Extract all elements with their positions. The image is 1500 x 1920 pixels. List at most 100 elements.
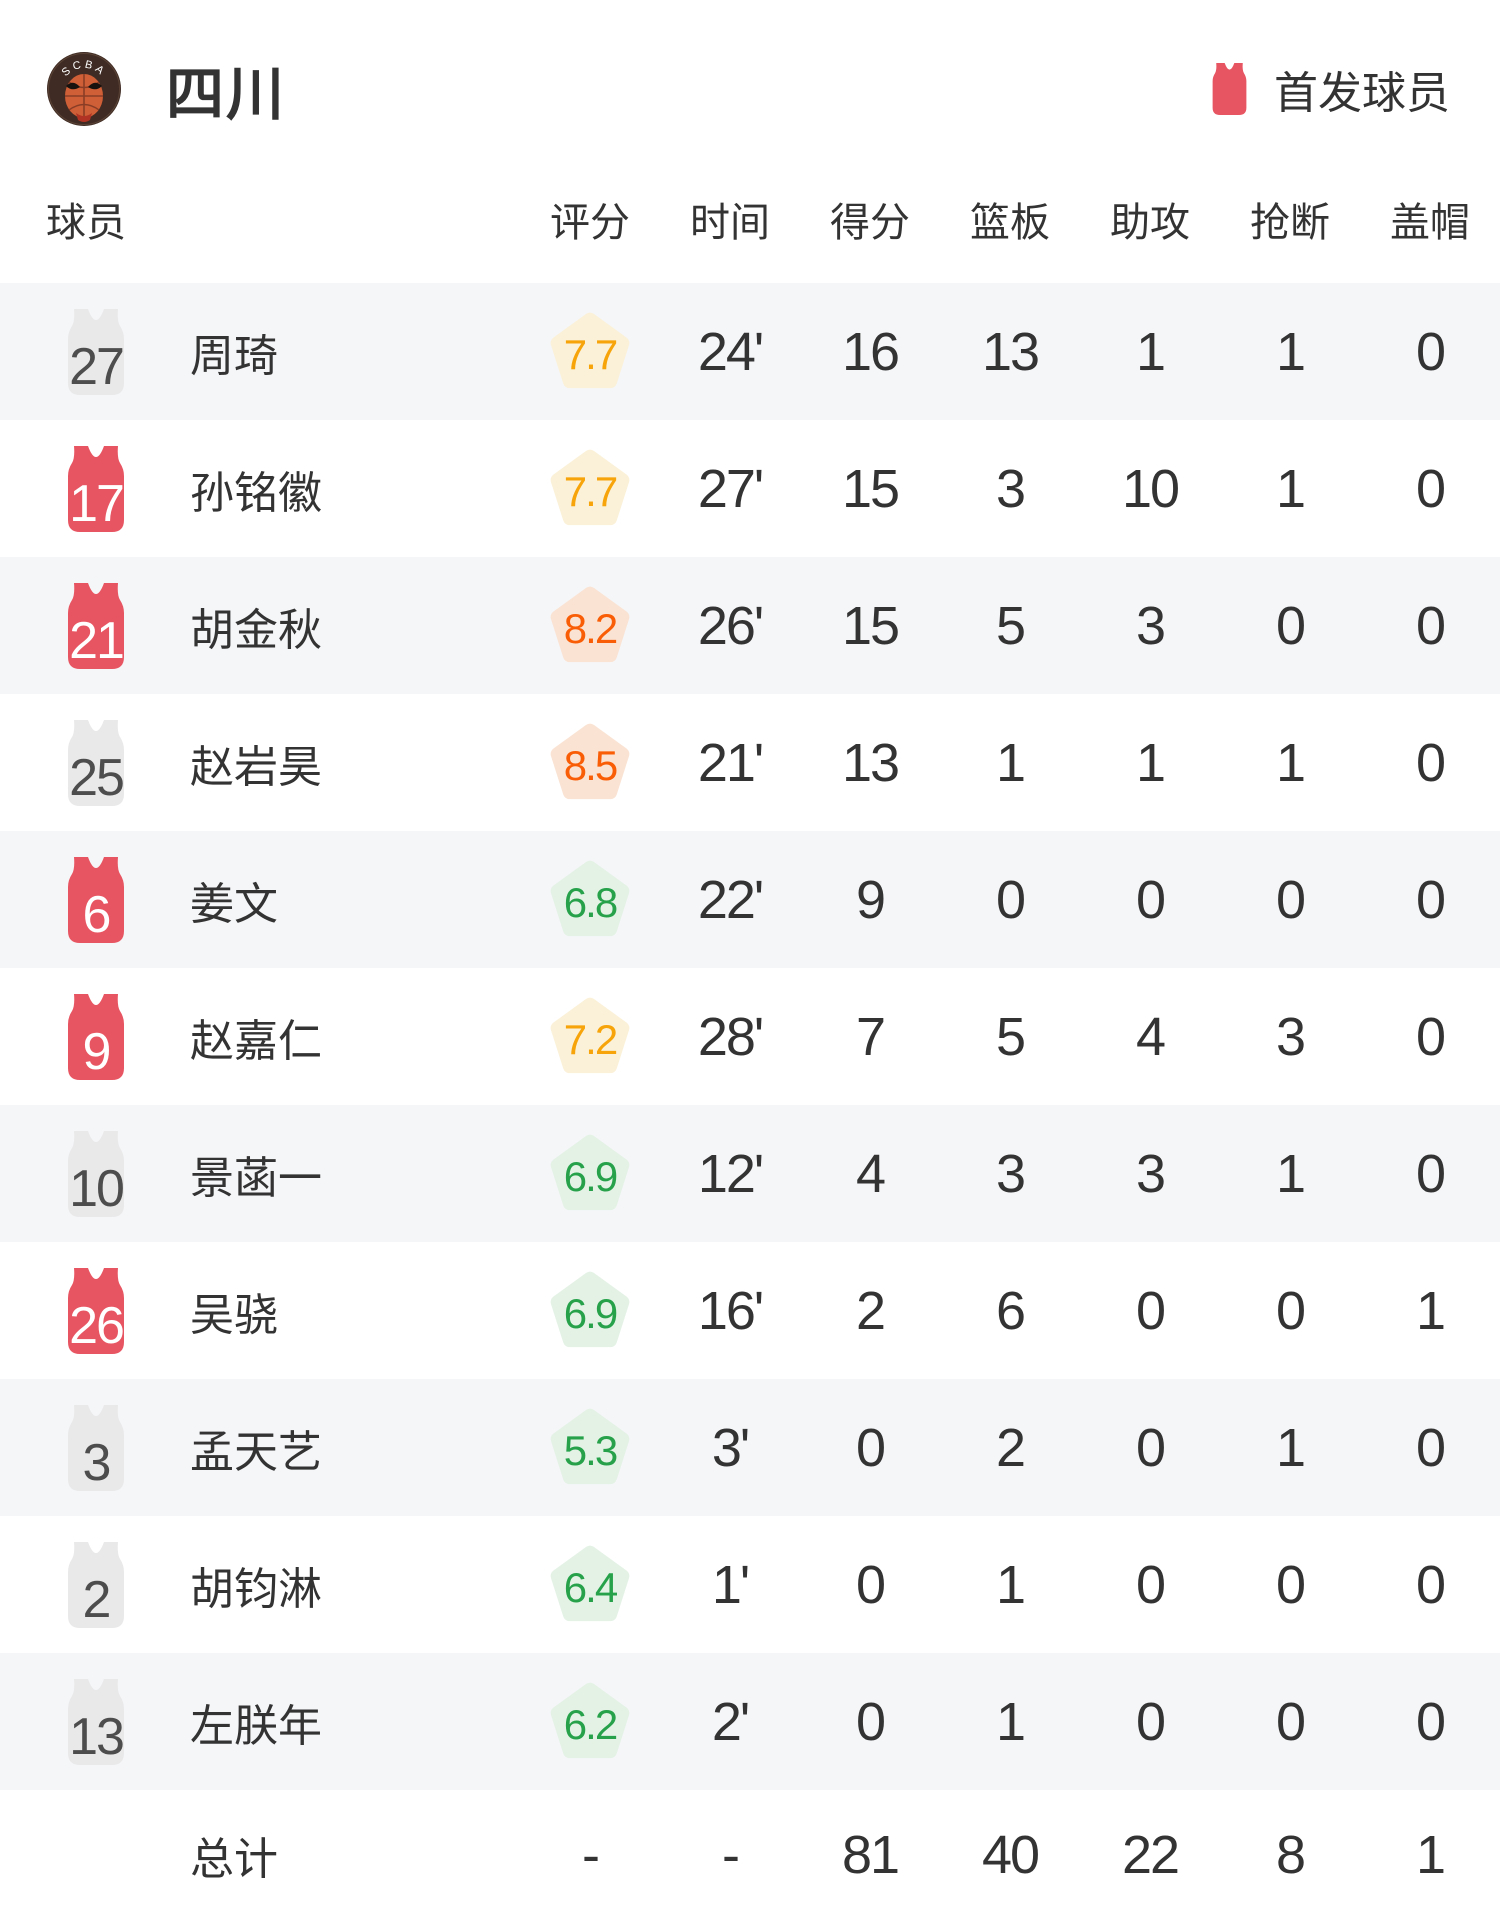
player-name: 孟天艺 xyxy=(190,1427,322,1477)
steals-cell: 1 xyxy=(1275,321,1306,382)
points-cell: 16 xyxy=(841,321,900,382)
jersey-number: 17 xyxy=(69,474,125,533)
column-header-player: 球员 xyxy=(46,201,126,245)
column-header-steals: 抢断 xyxy=(1250,201,1330,245)
jersey-icon: 25 xyxy=(62,719,130,807)
jersey-icon: 2 xyxy=(62,1541,130,1628)
steals-cell: 0 xyxy=(1275,1554,1306,1615)
rating-value: 5.3 xyxy=(563,1426,618,1474)
total-label-cell: 总计 xyxy=(0,1823,520,1887)
player-row[interactable]: 25 赵岩昊 8.5 21' 13 1 1 1 0 xyxy=(0,694,1500,831)
assists-cell: 1 xyxy=(1135,321,1166,382)
column-header-rebounds: 篮板 xyxy=(970,201,1050,245)
player-row[interactable]: 6 姜文 6.8 22' 9 0 0 0 0 xyxy=(0,831,1500,968)
rating-cell: 6.9 xyxy=(520,1133,660,1215)
steals-cell: 0 xyxy=(1275,1280,1306,1341)
rating-badge: 7.2 xyxy=(549,996,631,1078)
rebounds-cell: 1 xyxy=(995,1691,1026,1752)
player-name: 姜文 xyxy=(190,879,278,929)
total-assists: 22 xyxy=(1121,1825,1180,1885)
rebounds-cell: 5 xyxy=(995,1006,1026,1067)
rating-value: 6.9 xyxy=(563,1152,618,1200)
assists-cell: 0 xyxy=(1135,1554,1166,1615)
total-rebounds: 40 xyxy=(981,1825,1040,1885)
player-name: 吴骁 xyxy=(190,1290,278,1340)
player-cell: 21 胡金秋 xyxy=(0,582,520,670)
steals-cell: 1 xyxy=(1275,458,1306,519)
points-cell: 13 xyxy=(841,732,900,793)
time-cell: 27' xyxy=(697,458,764,519)
rating-badge: 6.2 xyxy=(549,1681,631,1763)
assists-cell: 0 xyxy=(1135,1280,1166,1341)
column-header-assists: 助攻 xyxy=(1110,201,1190,245)
points-cell: 9 xyxy=(855,869,886,930)
jersey-icon: 13 xyxy=(62,1678,130,1765)
rating-value: 8.2 xyxy=(563,604,618,652)
player-row[interactable]: 21 胡金秋 8.2 26' 15 5 3 0 0 xyxy=(0,557,1500,694)
player-name: 周琦 xyxy=(190,331,278,381)
player-row[interactable]: 27 周琦 7.7 24' 16 13 1 1 0 xyxy=(0,283,1500,420)
pentagon-icon xyxy=(550,1682,630,1758)
player-row[interactable]: 3 孟天艺 5.3 3' 0 2 0 1 0 xyxy=(0,1379,1500,1516)
pentagon-icon xyxy=(550,1545,630,1621)
player-row[interactable]: 26 吴骁 6.9 16' 2 6 0 0 1 xyxy=(0,1242,1500,1379)
jersey-icon: 6 xyxy=(62,856,130,944)
player-name: 孙铭徽 xyxy=(190,468,322,518)
blocks-cell: 0 xyxy=(1415,732,1446,793)
rating-cell: 7.7 xyxy=(520,311,660,393)
jersey-icon: 26 xyxy=(62,1267,130,1355)
time-cell: 12' xyxy=(697,1143,764,1204)
jersey-number: 25 xyxy=(69,748,125,807)
blocks-cell: 0 xyxy=(1415,1143,1446,1204)
rebounds-cell: 6 xyxy=(995,1280,1026,1341)
pentagon-icon xyxy=(550,1408,630,1484)
player-row[interactable]: 2 胡钧淋 6.4 1' 0 1 0 0 0 xyxy=(0,1516,1500,1653)
pentagon-icon xyxy=(550,586,630,662)
starter-legend: 首发球员 xyxy=(1209,57,1450,121)
jersey-icon: 3 xyxy=(62,1404,130,1491)
steals-cell: 1 xyxy=(1275,1417,1306,1478)
points-cell: 7 xyxy=(855,1006,886,1067)
rating-badge: 8.2 xyxy=(549,585,631,667)
player-cell: 9 赵嘉仁 xyxy=(0,993,520,1081)
assists-cell: 0 xyxy=(1135,1417,1166,1478)
time-cell: 21' xyxy=(697,732,764,793)
pentagon-icon xyxy=(550,723,630,799)
rating-cell: 7.2 xyxy=(520,996,660,1078)
jersey-number: 26 xyxy=(69,1296,125,1355)
blocks-cell: 0 xyxy=(1415,595,1446,656)
rating-badge: 6.9 xyxy=(549,1133,631,1215)
points-cell: 0 xyxy=(855,1691,886,1752)
player-row[interactable]: 13 左朕年 6.2 2' 0 1 0 0 0 xyxy=(0,1653,1500,1790)
jersey-number: 9 xyxy=(82,1022,112,1081)
assists-cell: 3 xyxy=(1135,1143,1166,1204)
jersey-number: 21 xyxy=(69,611,125,670)
player-cell: 13 左朕年 xyxy=(0,1678,520,1765)
rebounds-cell: 2 xyxy=(995,1417,1026,1478)
points-cell: 2 xyxy=(855,1280,886,1341)
jersey-number: 10 xyxy=(69,1159,125,1218)
starter-jersey-icon xyxy=(1209,62,1250,115)
total-blocks: 1 xyxy=(1415,1825,1446,1885)
blocks-cell: 0 xyxy=(1415,1417,1446,1478)
pentagon-icon xyxy=(550,312,630,388)
player-name: 赵嘉仁 xyxy=(190,1016,322,1066)
column-header-time: 时间 xyxy=(690,201,770,245)
rating-value: 6.9 xyxy=(563,1289,618,1337)
rating-cell: 7.7 xyxy=(520,448,660,530)
total-points: 81 xyxy=(841,1825,900,1885)
blocks-cell: 0 xyxy=(1415,1006,1446,1067)
rating-value: 6.4 xyxy=(563,1563,618,1611)
jersey-number: 6 xyxy=(82,885,112,944)
rating-cell: 8.2 xyxy=(520,585,660,667)
player-row[interactable]: 10 景菡一 6.9 12' 4 3 3 1 0 xyxy=(0,1105,1500,1242)
rating-cell: 6.9 xyxy=(520,1270,660,1352)
player-row[interactable]: 17 孙铭徽 7.7 27' 15 3 10 1 0 xyxy=(0,420,1500,557)
steals-cell: 3 xyxy=(1275,1006,1306,1067)
rating-value: 6.2 xyxy=(563,1700,618,1748)
rating-cell: 6.4 xyxy=(520,1544,660,1626)
pentagon-icon xyxy=(550,860,630,936)
player-row[interactable]: 9 赵嘉仁 7.2 28' 7 5 4 3 0 xyxy=(0,968,1500,1105)
player-cell: 25 赵岩昊 xyxy=(0,719,520,807)
pentagon-icon xyxy=(550,449,630,525)
